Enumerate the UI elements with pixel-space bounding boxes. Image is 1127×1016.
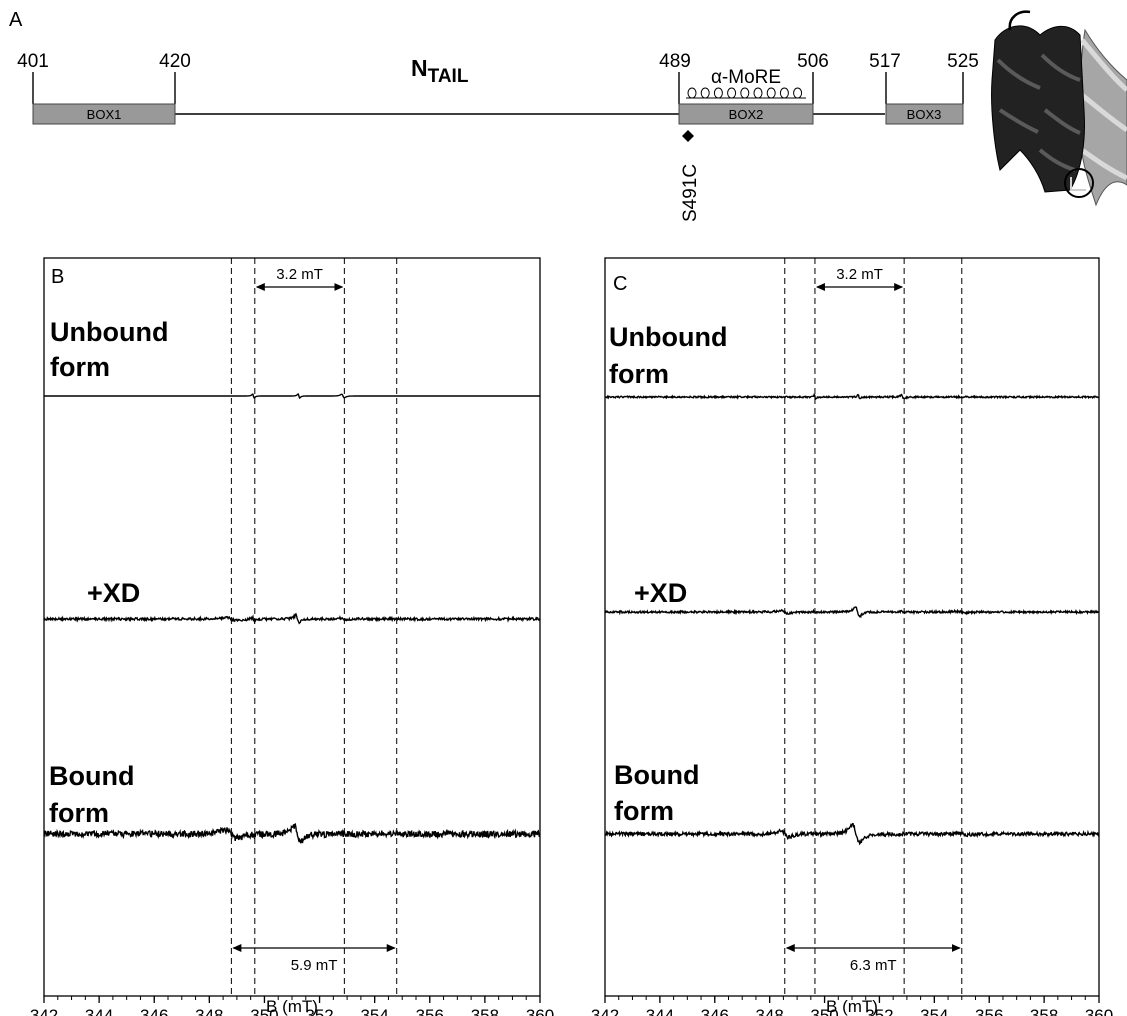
helix-coil-turn	[713, 87, 723, 99]
panel-c-label: C	[613, 273, 627, 295]
protein-structure-icon	[991, 10, 1127, 207]
x-axis-label: B (mT)	[266, 997, 318, 1016]
box2	[678, 103, 814, 125]
series-label-bound: Bound	[614, 760, 699, 790]
x-tick-label: 360	[526, 1006, 554, 1016]
panel-a: A 401 420 489 506 517 525 BOX1 BOX2 BOX3…	[9, 9, 1127, 222]
panel-c-frame	[604, 257, 1100, 997]
series-label-unbound-2: form	[50, 352, 110, 382]
x-tick-label: 354	[920, 1006, 948, 1016]
box1-label: BOX1	[87, 107, 122, 122]
residue-label: 517	[869, 51, 901, 72]
x-tick-label: 344	[85, 1006, 113, 1016]
x-tick-label: 350	[250, 1006, 278, 1016]
series-label-xd: +XD	[634, 578, 687, 608]
series-label-xd: +XD	[87, 578, 140, 608]
x-tick-label: 350	[810, 1006, 838, 1016]
x-tick-label: 346	[140, 1006, 168, 1016]
series-label-bound: Bound	[49, 761, 134, 791]
ntail-title: NTAIL	[411, 55, 469, 87]
residue-label: 401	[17, 51, 49, 72]
x-tick-label: 348	[755, 1006, 783, 1016]
dashed-guides	[230, 258, 398, 996]
residue-label: 525	[947, 51, 979, 72]
more-label: α-MoRE	[711, 67, 781, 88]
panel-b: B 3.2 mT5.9 mT 342 344 346 348 350 352 354 356 3…	[30, 257, 554, 1016]
x-tick-label: 360	[1085, 1006, 1113, 1016]
residue-label: 506	[797, 51, 829, 72]
ntail-title-main: N	[411, 55, 428, 81]
box3-label: BOX3	[907, 107, 942, 122]
spectra	[44, 392, 540, 844]
helix-coil-turn	[727, 87, 737, 99]
helix-coil-turn	[779, 87, 789, 99]
helix-coil-icon	[686, 87, 806, 99]
helix-coil-turn	[700, 87, 710, 99]
dashed-guides	[784, 258, 963, 996]
box1	[32, 103, 176, 125]
series-label-unbound-2: form	[609, 359, 669, 389]
series-label-unbound: Unbound	[609, 322, 727, 352]
separation-label: 5.9 mT	[291, 957, 338, 974]
box2-label: BOX2	[729, 107, 764, 122]
spectrum-line-0	[605, 393, 1099, 400]
series-label-bound-2: form	[49, 798, 109, 828]
panel-c: C 3.2 mT6.3 mT 342 344 346 348 350 352 354 356 3…	[591, 257, 1113, 1016]
panel-a-label: A	[9, 9, 23, 31]
x-tick-label: 358	[1030, 1006, 1058, 1016]
spectrum-line-0	[44, 392, 540, 400]
x-tick-label: 342	[591, 1006, 619, 1016]
helix-coil-turn	[793, 87, 803, 99]
panel-b-frame	[43, 257, 541, 997]
spectrum-line-1	[44, 612, 540, 625]
x-axis: 342 344 346 348 350 352 354 356 358 360	[591, 996, 1113, 1016]
x-tick-label: 352	[305, 1006, 333, 1016]
spectrum-line-2	[605, 822, 1099, 846]
x-tick-label: 354	[360, 1006, 388, 1016]
panel-b-label: B	[51, 266, 64, 288]
series-label-bound-2: form	[614, 796, 674, 826]
helix-coil-turn	[687, 87, 697, 99]
x-tick-label: 342	[30, 1006, 58, 1016]
x-tick-label: 344	[646, 1006, 674, 1016]
separation-label: 3.2 mT	[276, 266, 323, 283]
spectrum-line-1	[605, 606, 1099, 619]
spectrum-line-2	[44, 822, 540, 844]
x-tick-label: 352	[865, 1006, 893, 1016]
mutation-label: S491C	[680, 164, 701, 222]
annotations: 3.2 mT 5.9 mT	[232, 266, 396, 974]
mutation-marker-icon	[682, 130, 694, 142]
x-axis: 342 344 346 348 350 352 354 356 358 360	[30, 996, 554, 1016]
x-tick-label: 356	[416, 1006, 444, 1016]
helix-coil-turn	[753, 87, 763, 99]
x-tick-label: 348	[195, 1006, 223, 1016]
spectra	[605, 393, 1099, 846]
x-axis-label: B (mT)	[826, 997, 878, 1016]
residue-label: 420	[159, 51, 191, 72]
annotations: 3.2 mT 6.3 mT	[785, 266, 961, 974]
x-tick-label: 356	[975, 1006, 1003, 1016]
separation-label: 3.2 mT	[836, 266, 883, 283]
helix-coil-turn	[766, 87, 776, 99]
helix-coil-turn	[740, 87, 750, 99]
series-label-unbound: Unbound	[50, 317, 168, 347]
box3	[885, 103, 964, 125]
ntail-title-sub: TAIL	[428, 66, 469, 87]
x-tick-label: 346	[701, 1006, 729, 1016]
x-tick-label: 358	[471, 1006, 499, 1016]
residue-label: 489	[659, 51, 691, 72]
separation-label: 6.3 mT	[850, 957, 897, 974]
